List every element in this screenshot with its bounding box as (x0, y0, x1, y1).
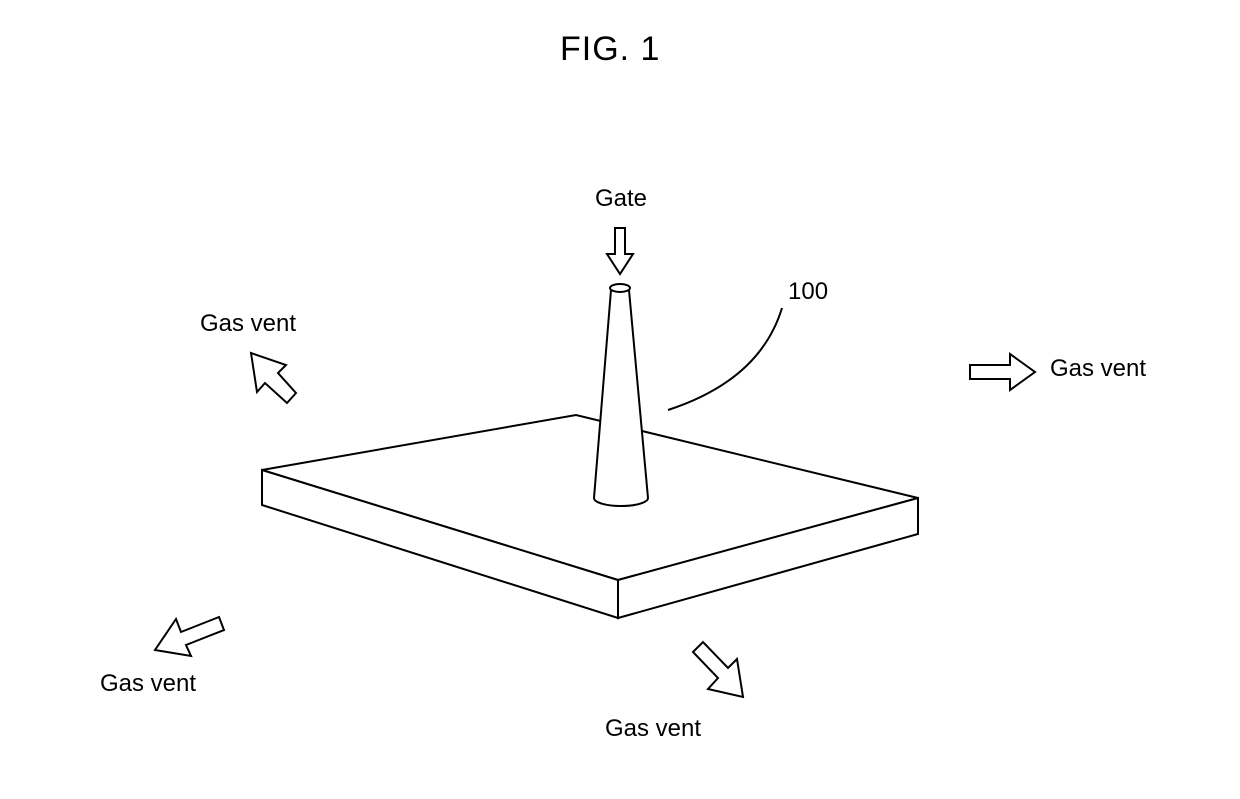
diagram-svg (0, 0, 1240, 799)
gas-vent-bottom-right-arrow-icon (693, 642, 743, 697)
gate-arrow-icon (607, 228, 633, 274)
cone-top-opening (610, 284, 630, 292)
gas-vent-top-left-arrow-icon (251, 353, 296, 403)
gas-vent-bottom-left-arrow-icon (155, 617, 224, 656)
reference-leader-line (668, 308, 782, 410)
gas-vent-top-right-arrow-icon (970, 354, 1035, 390)
